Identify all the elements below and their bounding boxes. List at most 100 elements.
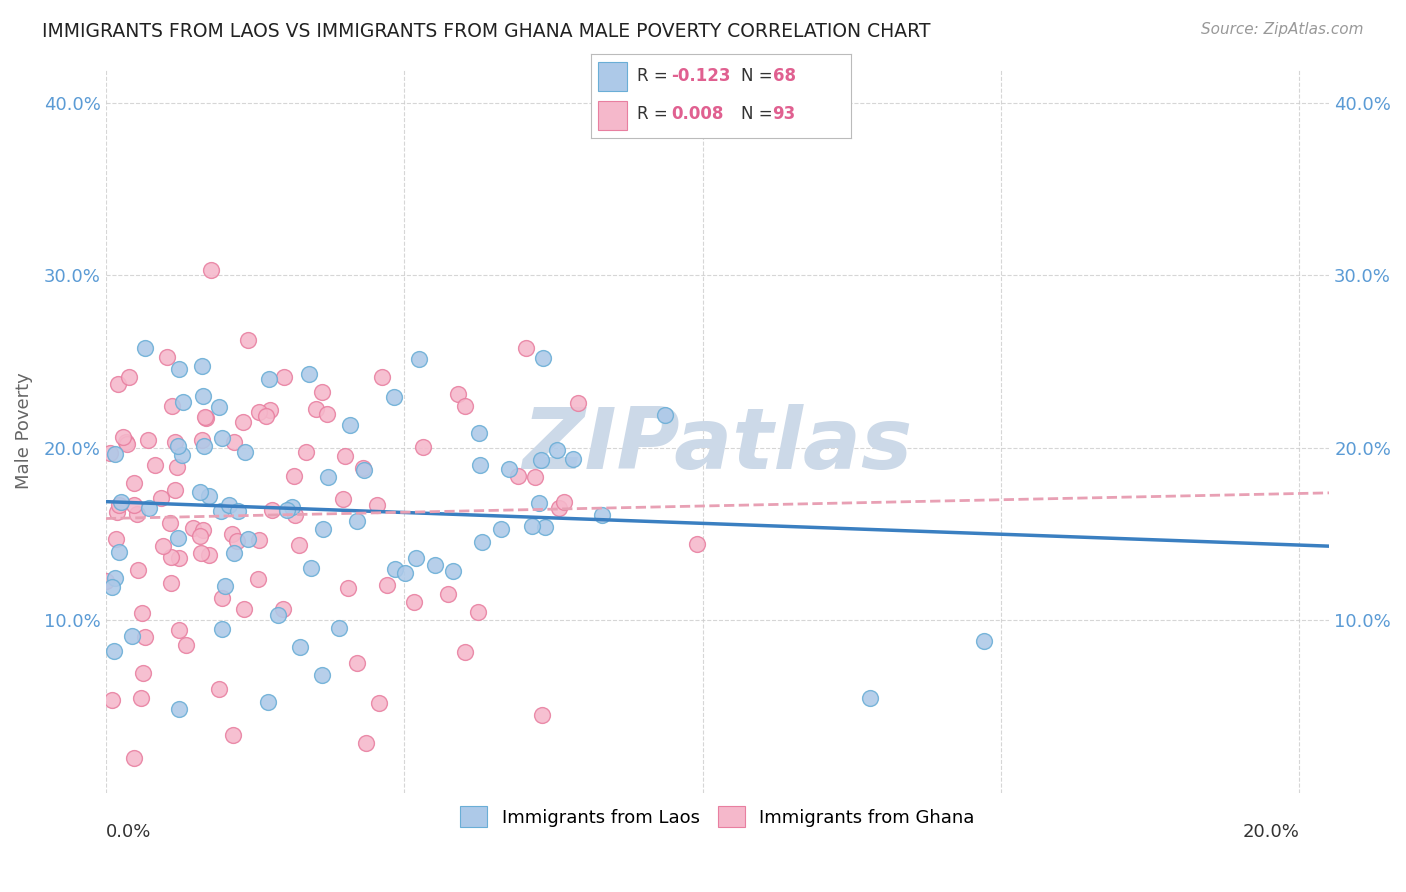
Point [562,452,585,467]
Point [530,453,553,467]
Point [686,537,709,551]
Point [121,629,143,643]
Point [271,602,294,616]
Point [318,469,340,483]
Point [181,521,204,535]
Point [191,524,214,538]
Point [266,608,288,623]
Point [377,578,399,592]
Point [198,489,221,503]
Point [522,518,544,533]
Point [167,702,190,716]
Point [352,461,374,475]
Point [115,435,138,450]
Point [193,439,215,453]
Point [125,508,148,522]
Point [188,529,211,543]
Point [423,558,446,572]
Text: Source: ZipAtlas.com: Source: ZipAtlas.com [1201,22,1364,37]
Point [134,630,156,644]
Y-axis label: Male Poverty: Male Poverty [15,372,32,489]
Text: N =: N = [741,67,779,85]
Point [231,415,253,429]
Point [167,623,190,637]
Point [534,520,557,534]
Point [283,508,305,522]
Point [238,532,260,546]
Point [336,581,359,595]
Point [108,545,131,559]
Point [176,638,198,652]
Point [339,417,361,432]
Point [328,621,350,635]
Point [211,431,233,445]
Point [290,640,312,654]
Bar [599,101,627,130]
Point [447,387,470,401]
Point [405,550,427,565]
Point [193,410,215,425]
Point [370,369,392,384]
Bar [599,62,627,91]
Point [166,531,188,545]
Point [222,546,245,560]
Point [548,500,571,515]
Point [124,499,146,513]
Point [200,262,222,277]
Point [236,333,259,347]
Point [247,405,270,419]
Point [233,444,256,458]
Point [249,533,271,547]
Point [315,408,337,422]
Point [138,501,160,516]
Text: ZIPatlas: ZIPatlas [523,403,912,487]
Point [859,690,882,705]
Text: R =: R = [637,105,673,123]
Point [311,385,333,400]
Point [222,434,245,449]
Point [498,462,520,476]
Point [470,458,492,472]
Text: 20.0%: 20.0% [1243,823,1299,841]
Point [546,443,568,458]
Point [127,562,149,576]
Point [160,550,183,565]
Text: R =: R = [637,67,673,85]
Point [214,579,236,593]
Point [207,681,229,696]
Point [101,580,124,594]
Point [208,400,231,414]
Point [257,372,280,386]
Point [506,468,529,483]
Text: N =: N = [741,105,779,123]
Text: -0.123: -0.123 [671,67,731,85]
Point [295,445,318,459]
Point [273,370,295,384]
Point [436,587,458,601]
Point [394,566,416,580]
Point [112,430,135,444]
Point [190,546,212,560]
Point [257,695,280,709]
Legend: Immigrants from Laos, Immigrants from Ghana: Immigrants from Laos, Immigrants from Gh… [453,799,981,834]
Point [211,591,233,606]
Point [108,498,131,512]
Point [105,532,128,546]
Point [136,434,159,448]
Point [412,440,434,454]
Text: 68: 68 [773,67,796,85]
Point [454,399,477,413]
Point [973,633,995,648]
Point [471,535,494,549]
Point [195,411,218,425]
Point [353,463,375,477]
Point [332,491,354,506]
Point [172,395,194,409]
Point [118,369,141,384]
Point [276,502,298,516]
Point [98,445,121,459]
Point [143,458,166,472]
Text: 0.008: 0.008 [671,105,724,123]
Point [211,622,233,636]
Point [104,447,127,461]
